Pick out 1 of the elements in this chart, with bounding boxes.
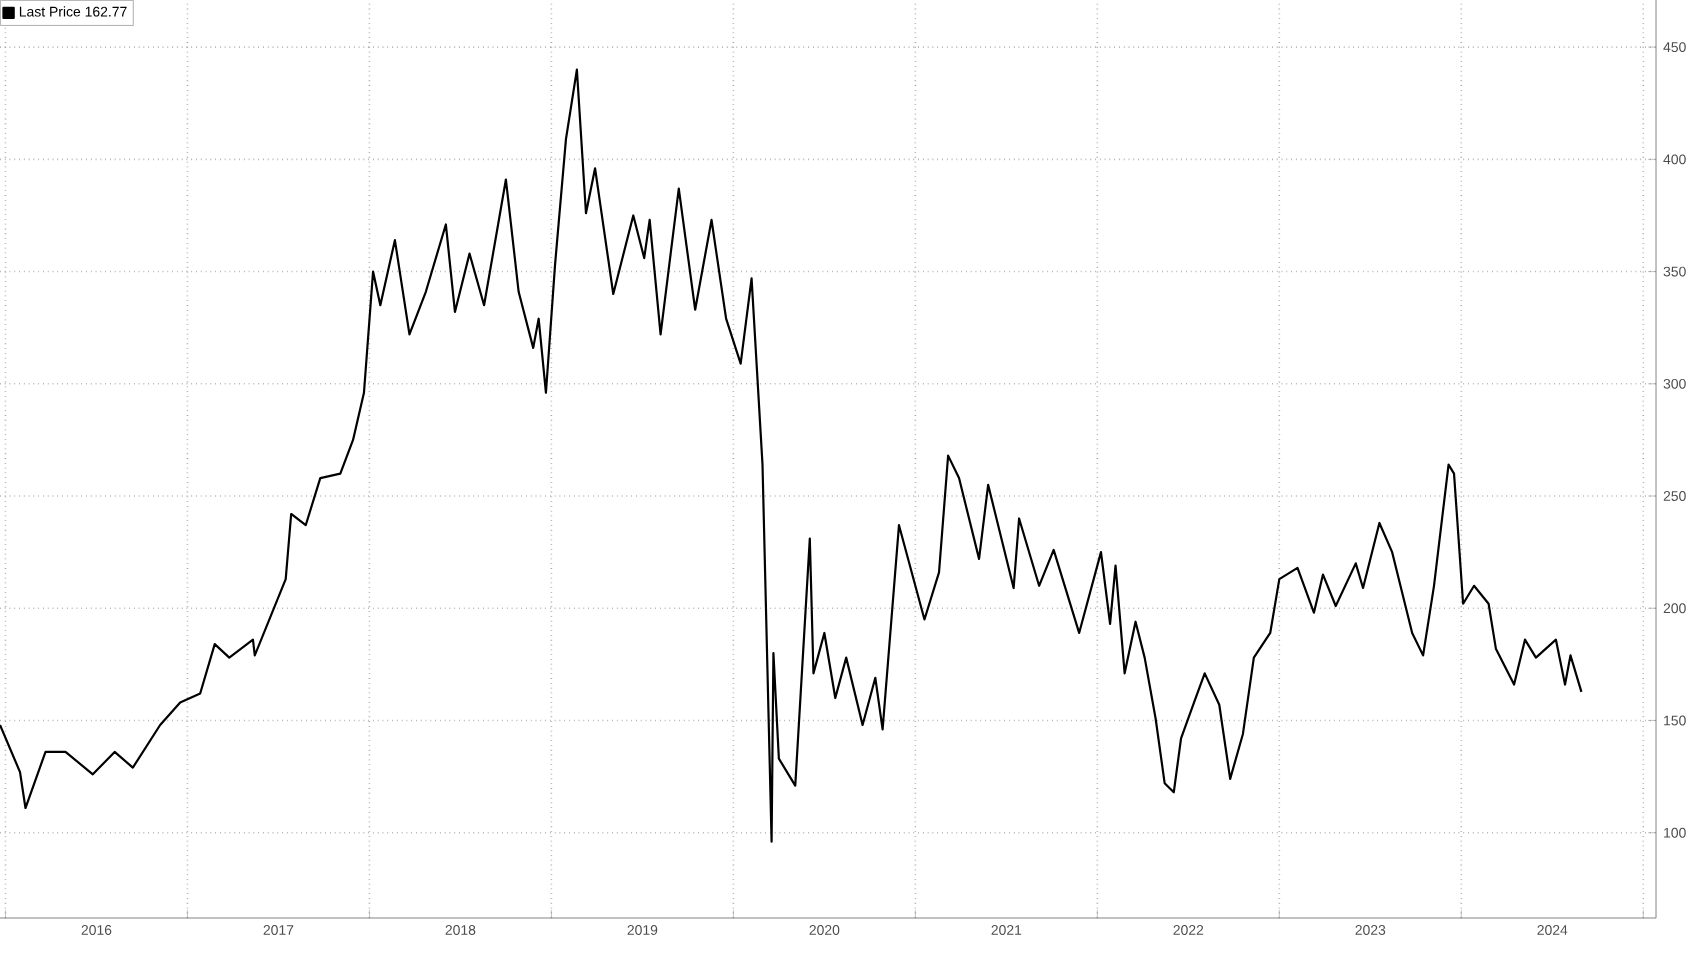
line-series <box>0 68 1583 843</box>
